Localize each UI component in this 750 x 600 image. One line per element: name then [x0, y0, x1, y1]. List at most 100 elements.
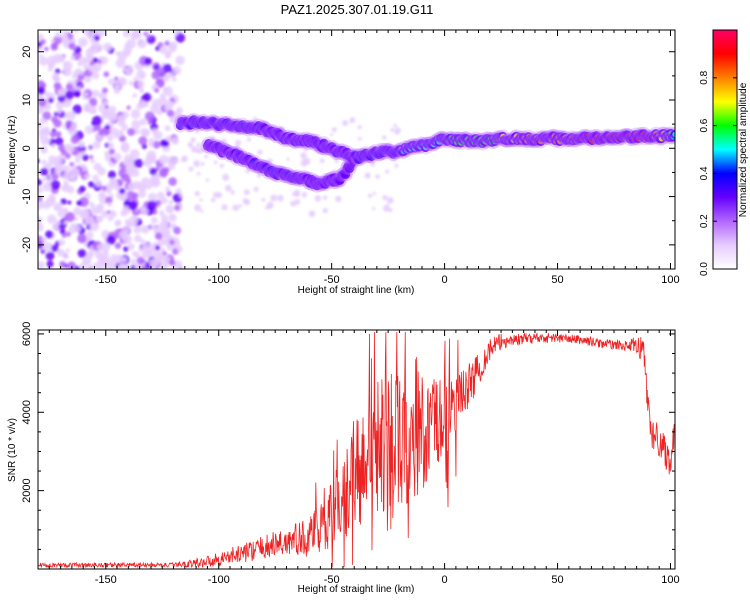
- y-tick-label: -10: [21, 189, 33, 205]
- noise-point: [122, 30, 131, 38]
- noise-point: [286, 157, 290, 161]
- spectrum-frame: [37, 29, 676, 270]
- noise-point: [160, 247, 166, 253]
- noise-point: [54, 68, 61, 75]
- noise-point: [322, 207, 328, 214]
- noise-point: [56, 248, 65, 257]
- noise-point: [225, 184, 232, 192]
- colorbar-bar: [712, 29, 738, 270]
- noise-point: [308, 210, 316, 218]
- noise-point: [319, 158, 325, 164]
- noise-point: [52, 53, 63, 64]
- snr-series-line: [38, 331, 675, 569]
- noise-point: [78, 140, 85, 148]
- noise-point: [42, 176, 47, 182]
- noise-point: [146, 31, 151, 36]
- noise-point: [98, 191, 106, 199]
- noise-point: [45, 251, 55, 261]
- noise-point: [116, 129, 125, 137]
- noise-point: [67, 261, 76, 269]
- noise-point: [107, 78, 115, 86]
- noise-point: [147, 34, 152, 40]
- colorbar: 0.0 0.2 0.4 0.6 0.8 Normalized spectral ampl…: [699, 29, 749, 276]
- y-tick-label: 6000: [21, 322, 33, 346]
- x-tick-label: -100: [208, 274, 230, 286]
- noise-point: [106, 235, 116, 245]
- snr-xlabel: Height of straight line (km): [298, 584, 415, 595]
- noise-point: [140, 127, 149, 136]
- noise-point: [132, 30, 141, 37]
- noise-point: [38, 178, 43, 186]
- noise-point: [342, 119, 349, 126]
- noise-point: [64, 143, 72, 152]
- x-tick-label: 100: [661, 574, 679, 586]
- noise-point: [314, 195, 321, 202]
- colorbar-tick-label: 0.0: [699, 262, 710, 276]
- noise-point: [187, 142, 194, 148]
- noise-point: [104, 104, 109, 109]
- noise-point: [303, 146, 309, 152]
- noise-point: [164, 186, 171, 192]
- noise-point: [38, 235, 44, 246]
- noise-point: [141, 249, 152, 259]
- noise-point: [78, 56, 87, 65]
- noise-point: [38, 105, 45, 114]
- noise-point: [45, 230, 54, 239]
- noise-point: [128, 80, 134, 86]
- noise-point: [105, 124, 111, 130]
- noise-point: [136, 69, 146, 80]
- noise-point: [188, 166, 194, 172]
- noise-point: [126, 177, 132, 183]
- noise-point: [383, 205, 390, 212]
- noise-point: [38, 33, 44, 41]
- noise-point: [147, 154, 157, 164]
- noise-point: [300, 159, 308, 167]
- y-tick-label: 4000: [21, 400, 33, 424]
- noise-point: [40, 145, 48, 154]
- noise-point: [137, 189, 147, 198]
- noise-point: [67, 126, 78, 136]
- noise-point: [247, 137, 252, 142]
- noise-point: [137, 38, 147, 49]
- noise-point: [277, 194, 284, 202]
- noise-point: [155, 67, 165, 77]
- noise-point: [60, 198, 67, 205]
- noise-point: [149, 258, 159, 269]
- noise-point: [83, 75, 92, 83]
- noise-point: [390, 127, 395, 132]
- noise-point: [55, 137, 64, 146]
- noise-point: [71, 38, 77, 43]
- noise-point: [38, 200, 42, 206]
- noise-point: [300, 152, 307, 159]
- noise-point: [98, 129, 106, 136]
- noise-point: [133, 225, 142, 234]
- noise-point: [194, 191, 200, 197]
- x-tick-label: -150: [95, 274, 117, 286]
- noise-point: [334, 158, 339, 164]
- noise-point: [165, 100, 174, 109]
- noise-point: [290, 200, 297, 207]
- noise-point: [375, 174, 380, 179]
- noise-point: [104, 150, 111, 157]
- noise-point: [253, 186, 259, 192]
- noise-point: [44, 104, 51, 111]
- noise-point: [110, 127, 119, 136]
- noise-point: [393, 123, 397, 128]
- noise-point: [79, 185, 86, 193]
- noise-point: [88, 97, 98, 107]
- noise-point: [138, 247, 143, 253]
- noise-point: [93, 34, 100, 42]
- noise-point: [128, 200, 138, 211]
- noise-point: [372, 207, 376, 211]
- noise-point: [140, 239, 146, 245]
- colorbar-tick-label: 0.8: [699, 70, 710, 84]
- noise-point: [141, 207, 149, 215]
- noise-point: [132, 93, 138, 98]
- noise-point: [172, 66, 182, 75]
- noise-point: [38, 158, 41, 164]
- noise-point: [267, 158, 273, 164]
- noise-point: [138, 136, 148, 146]
- noise-point: [117, 114, 126, 123]
- noise-point: [46, 214, 57, 224]
